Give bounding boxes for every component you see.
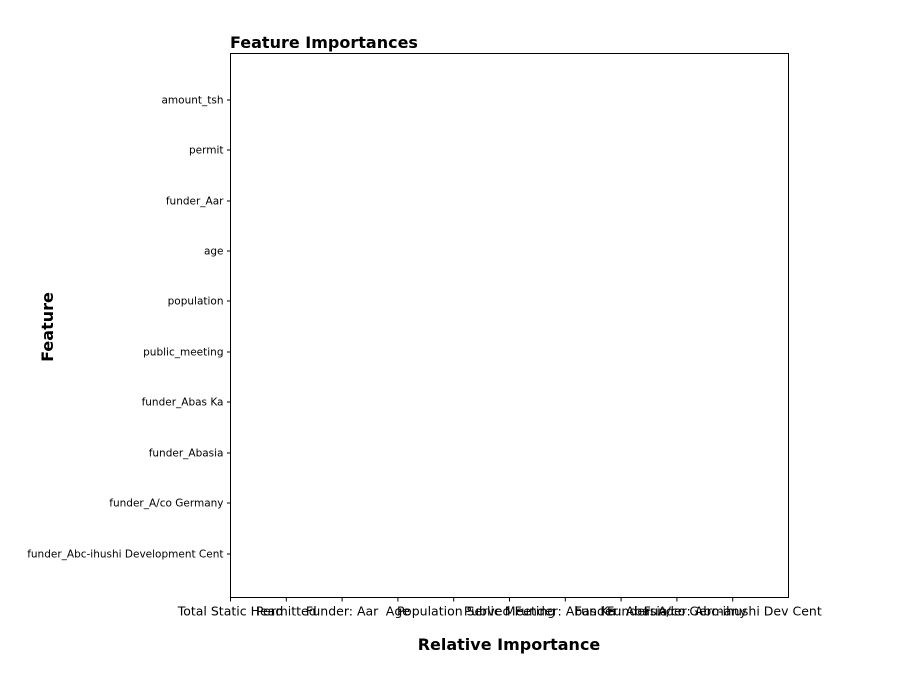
y-tick-label: amount_tsh [161,95,223,107]
y-tick-label: funder_Abas Ka [142,397,224,409]
y-tick-label: funder_Abasia [149,448,224,460]
y-tick-label: permit [189,145,224,157]
y-tick-label: funder_A/co Germany [109,498,223,510]
x-tick-label: Funder: Abasia [575,604,668,619]
y-tick-label: funder_Abc-ihushi Development Cent [27,549,223,561]
x-tick-label: Funder: Abc-ihushi Dev Cent [644,604,822,619]
y-tick-label: age [204,246,224,258]
plot-area [230,53,789,598]
x-tick-label: Total Static Head [177,604,284,619]
y-tick-label: funder_Aar [166,196,224,208]
x-tick-label: Funder: Abas Ka [515,604,616,619]
chart-title: Feature Importances [230,33,418,52]
x-tick-label: Population Served [397,604,510,619]
y-axis-label: Feature [38,292,57,362]
x-tick-label: Funder: A/co Germany [607,604,747,619]
x-tick-label: Permitted [256,604,317,619]
y-tick-label: public_meeting [143,347,223,359]
x-axis-label: Relative Importance [418,635,601,654]
x-tick-label: Public Meeting [464,604,555,619]
y-tick-label: population [168,296,224,308]
x-tick-label: Funder: Aar [306,604,379,619]
x-tick-label: Age [386,604,410,619]
